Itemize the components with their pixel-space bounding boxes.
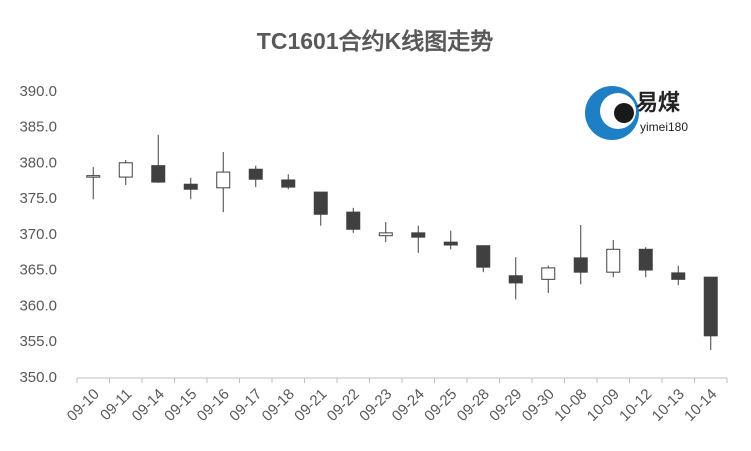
- x-tick-label: 09-25: [421, 386, 460, 425]
- logo: 易煤 yimei180: [585, 86, 688, 140]
- chart-title: TC1601合约K线图走势: [257, 28, 493, 54]
- x-tick-label: 09-29: [486, 386, 525, 425]
- candle-body: [281, 179, 296, 188]
- x-tick-label: 09-11: [97, 386, 135, 424]
- candle-body: [638, 248, 653, 271]
- candle-body: [313, 191, 328, 215]
- x-tick-label: 09-15: [161, 386, 200, 425]
- x-tick-label: 10-08: [551, 386, 590, 425]
- candle-body: [411, 232, 426, 238]
- x-tick-label: 10-09: [584, 386, 623, 425]
- x-tick-label: 09-18: [259, 386, 298, 425]
- y-tick-label: 350.0: [19, 369, 57, 386]
- y-tick-label: 380.0: [19, 154, 57, 171]
- candle-body: [183, 183, 198, 190]
- y-tick-label: 385.0: [19, 119, 57, 136]
- x-tick-label: 09-16: [194, 386, 233, 425]
- candle-body: [476, 245, 491, 268]
- y-tick-label: 370.0: [19, 226, 57, 243]
- y-tick-label: 355.0: [19, 333, 57, 350]
- candle-body: [508, 275, 523, 284]
- x-tick-label: 09-28: [454, 386, 493, 425]
- candle-body: [703, 276, 718, 337]
- candle-body: [606, 248, 621, 273]
- candle-body: [378, 232, 393, 237]
- y-tick-label: 375.0: [19, 190, 57, 207]
- candle-body: [216, 171, 231, 189]
- candle-body: [118, 162, 133, 178]
- y-tick-label: 360.0: [19, 297, 57, 314]
- y-tick-label: 390.0: [19, 83, 57, 100]
- x-tick-label: 09-21: [291, 386, 330, 425]
- candle-body: [671, 272, 686, 280]
- x-tick-label: 10-14: [681, 386, 720, 425]
- x-tick-label: 10-13: [649, 386, 688, 425]
- x-tick-label: 09-30: [519, 386, 558, 425]
- logo-icon-core: [614, 103, 634, 123]
- candle-body: [346, 211, 361, 230]
- candle-body: [151, 165, 166, 183]
- candle-body: [573, 257, 588, 273]
- x-tick-label: 09-10: [64, 386, 103, 425]
- x-tick-label: 10-12: [616, 386, 655, 425]
- candle-body: [443, 241, 458, 246]
- y-tick-label: 365.0: [19, 262, 57, 279]
- x-tick-label: 09-17: [226, 386, 265, 425]
- candle-body: [541, 267, 556, 280]
- x-tick-label: 09-22: [324, 386, 363, 425]
- logo-name: 易煤: [636, 90, 680, 115]
- candle-body: [248, 168, 263, 180]
- x-tick-label: 09-23: [356, 386, 395, 425]
- logo-sub: yimei180: [640, 120, 688, 134]
- x-tick-label: 09-24: [389, 386, 428, 425]
- x-tick-label: 09-14: [129, 386, 168, 425]
- candle-body: [86, 175, 101, 178]
